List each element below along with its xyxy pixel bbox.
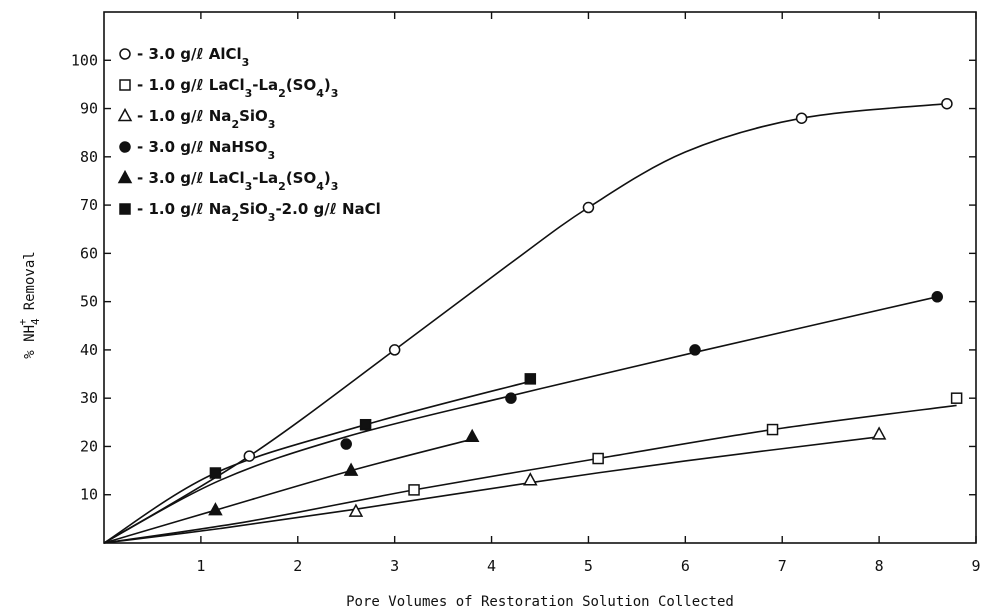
data-point-series-5 [208, 502, 223, 516]
data-point-series-5 [464, 428, 480, 443]
series-curve-6 [103, 380, 531, 544]
data-point-series-2 [950, 392, 963, 404]
y-tick-label: 10 [80, 486, 98, 504]
y-axis-label: % NH4+ Removal [16, 251, 42, 358]
data-point-series-1 [795, 112, 808, 124]
data-point-series-3 [523, 472, 538, 486]
y-tick-label: 70 [80, 196, 98, 214]
data-point-series-3 [871, 426, 887, 440]
x-tick-label: 9 [971, 557, 980, 575]
data-point-series-2 [592, 452, 604, 465]
x-tick-label: 4 [487, 557, 496, 575]
data-point-series-1 [941, 97, 953, 110]
data-point-series-2 [408, 484, 420, 496]
legend-entry-6: - 1.0 g/ℓ Na2SiO3-2.0 g/ℓ NaCl [137, 200, 381, 224]
data-point-series-4 [689, 344, 701, 356]
legend-marker-4 [119, 141, 131, 153]
legend: - 3.0 g/ℓ AlCl3 - 1.0 g/ℓ LaCl3-La2(SO4)3… [117, 45, 381, 224]
legend-marker-3 [117, 107, 133, 122]
plot-border [103, 11, 977, 544]
y-tick-label: 20 [80, 437, 98, 455]
y-tick-label: 90 [80, 100, 98, 118]
x-tick-label: 8 [875, 557, 884, 575]
legend-entry-2: - 1.0 g/ℓ LaCl3-La2(SO4)3 [137, 76, 338, 100]
x-axis-label: Pore Volumes of Restoration Solution Col… [346, 594, 734, 610]
data-point-series-4 [340, 438, 352, 450]
x-tick-label: 2 [293, 557, 302, 575]
series-curve-5 [103, 438, 473, 544]
series-curve-2 [103, 404, 957, 544]
data-point-series-1 [388, 344, 401, 356]
data-point-series-6 [359, 418, 372, 431]
x-tick-label: 6 [681, 557, 690, 575]
data-point-series-5 [343, 462, 359, 476]
series-curve-3 [103, 436, 880, 544]
data-point-series-6 [524, 373, 537, 385]
x-tick-label: 1 [196, 557, 205, 575]
y-tick-label: 60 [80, 244, 98, 262]
y-tick-label: 80 [80, 148, 98, 166]
legend-marker-5 [117, 169, 133, 184]
x-tick-label: 7 [778, 557, 787, 575]
data-point-series-1 [243, 450, 256, 462]
legend-marker-1 [119, 48, 131, 60]
legend-marker-2 [119, 79, 131, 91]
y-tick-label: 50 [80, 293, 98, 311]
y-tick-label: 30 [80, 389, 98, 407]
data-point-series-3 [348, 503, 364, 517]
plot-frame [103, 11, 977, 544]
legend-entry-3: - 1.0 g/ℓ Na2SiO3 [137, 107, 275, 131]
x-tick-label: 5 [584, 557, 593, 575]
legend-entry-1: - 3.0 g/ℓ AlCl3 [137, 45, 249, 69]
legend-entry-5: - 3.0 g/ℓ LaCl3-La2(SO4)3 [137, 169, 338, 193]
legend-entry-4: - 3.0 g/ℓ NaHSO3 [137, 138, 275, 162]
data-point-series-1 [582, 201, 595, 214]
y-tick-label: 100 [71, 51, 98, 69]
y-tick-label: 40 [80, 341, 98, 359]
series-curve-4 [103, 296, 938, 544]
x-tick-label: 3 [390, 557, 399, 575]
legend-marker-6 [119, 203, 131, 215]
axis-ticks: 1 2 3 4 5 6 7 8 9 10 20 30 40 50 60 70 80 90 100 [71, 12, 981, 575]
data-point-series-4 [505, 392, 517, 404]
data-markers [208, 97, 963, 517]
data-point-series-6 [209, 467, 222, 479]
data-point-series-4 [931, 291, 943, 303]
data-point-series-2 [766, 423, 779, 436]
